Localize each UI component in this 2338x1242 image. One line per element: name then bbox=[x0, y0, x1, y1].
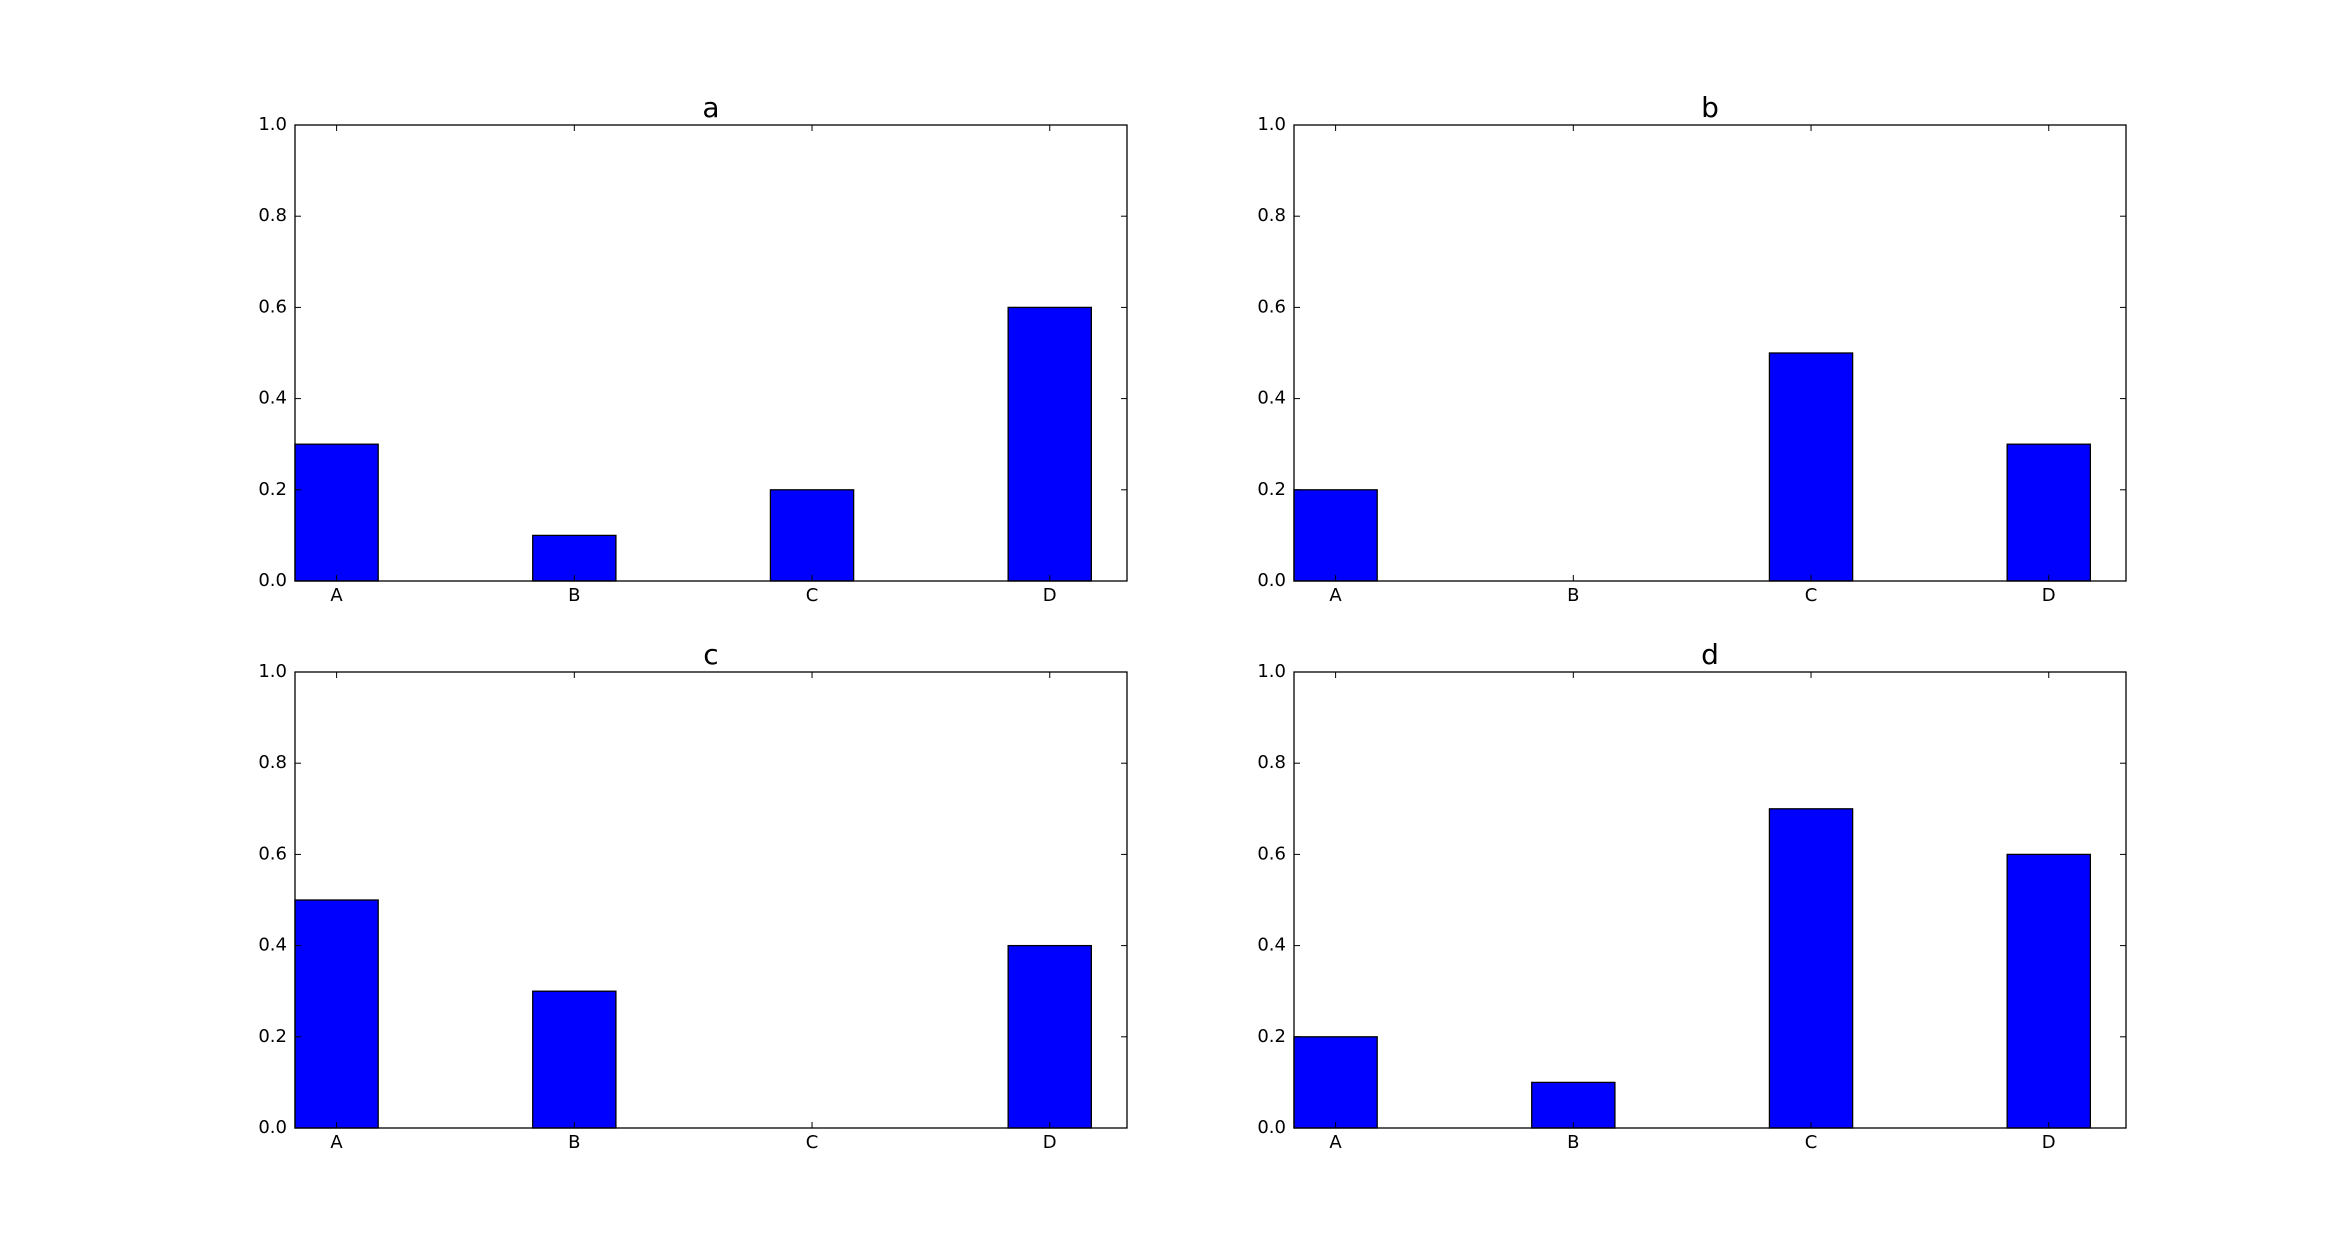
y-tick-label: 0.2 bbox=[258, 1026, 287, 1047]
bar bbox=[2006, 443, 2091, 582]
axes-frame bbox=[1293, 124, 2127, 582]
bar bbox=[1293, 1036, 1378, 1129]
x-tick-label: C bbox=[1805, 585, 1818, 606]
subplot-title: a bbox=[702, 91, 719, 124]
bar bbox=[2006, 853, 2091, 1129]
x-tick-label: C bbox=[1805, 1132, 1818, 1153]
y-tick-label: 1.0 bbox=[258, 661, 287, 682]
subplot-title: c bbox=[703, 638, 718, 671]
axes-frame bbox=[294, 671, 1128, 1129]
y-tick-label: 0.6 bbox=[258, 296, 287, 317]
x-tick-label: D bbox=[1043, 1132, 1057, 1153]
subplot: d 0.0 0.2 0.4 0.6 0.8 1.0 A B C D bbox=[1257, 638, 2127, 1153]
bar bbox=[1007, 944, 1092, 1129]
y-tick-label: 0.6 bbox=[1257, 296, 1286, 317]
y-tick-label: 0.8 bbox=[1257, 752, 1286, 773]
y-tick-label: 0.2 bbox=[1257, 1026, 1286, 1047]
x-tick-label: B bbox=[568, 1132, 580, 1153]
x-tick-label: B bbox=[1567, 585, 1579, 606]
bar bbox=[1007, 306, 1092, 582]
y-tick-label: 0.8 bbox=[258, 752, 287, 773]
x-tick-label: A bbox=[1329, 1132, 1342, 1153]
subplot: b 0.0 0.2 0.4 0.6 0.8 1.0 A B C D bbox=[1257, 91, 2127, 606]
y-tick-label: 0.8 bbox=[1257, 205, 1286, 226]
bar bbox=[532, 534, 617, 582]
x-tick-label: C bbox=[806, 1132, 819, 1153]
y-tick-label: 0.0 bbox=[258, 1117, 287, 1138]
y-tick-label: 0.6 bbox=[258, 843, 287, 864]
subplot: c 0.0 0.2 0.4 0.6 0.8 1.0 A B C D bbox=[258, 638, 1128, 1153]
bar bbox=[1531, 1081, 1616, 1129]
subplot-title: b bbox=[1701, 91, 1719, 124]
y-tick-label: 0.4 bbox=[258, 935, 287, 956]
y-tick-label: 0.4 bbox=[258, 388, 287, 409]
subplot-title: d bbox=[1701, 638, 1719, 671]
x-tick-label: A bbox=[330, 1132, 343, 1153]
y-tick-label: 0.4 bbox=[1257, 935, 1286, 956]
x-tick-label: B bbox=[1567, 1132, 1579, 1153]
axes-frame bbox=[1293, 671, 2127, 1129]
y-tick-label: 0.0 bbox=[1257, 570, 1286, 591]
axes-frame bbox=[294, 124, 1128, 582]
y-tick-label: 1.0 bbox=[1257, 114, 1286, 135]
x-tick-label: A bbox=[330, 585, 343, 606]
bar bbox=[1768, 808, 1854, 1129]
x-tick-label: C bbox=[806, 585, 819, 606]
bar bbox=[1768, 352, 1854, 582]
subplot: a 0.0 0.2 0.4 0.6 0.8 1.0 A B C D bbox=[258, 91, 1128, 606]
x-tick-label: D bbox=[2042, 585, 2056, 606]
y-tick-label: 0.0 bbox=[1257, 1117, 1286, 1138]
y-tick-label: 0.4 bbox=[1257, 388, 1286, 409]
y-tick-label: 1.0 bbox=[258, 114, 287, 135]
bar bbox=[294, 443, 379, 582]
x-tick-label: A bbox=[1329, 585, 1342, 606]
y-tick-label: 1.0 bbox=[1257, 661, 1286, 682]
bar bbox=[294, 899, 379, 1129]
y-tick-label: 0.2 bbox=[1257, 479, 1286, 500]
y-tick-label: 0.8 bbox=[258, 205, 287, 226]
x-tick-label: D bbox=[1043, 585, 1057, 606]
x-tick-label: B bbox=[568, 585, 580, 606]
bar bbox=[769, 489, 855, 582]
x-tick-label: D bbox=[2042, 1132, 2056, 1153]
bar bbox=[532, 990, 617, 1129]
bar bbox=[1293, 489, 1378, 582]
y-tick-label: 0.6 bbox=[1257, 843, 1286, 864]
y-tick-label: 0.2 bbox=[258, 479, 287, 500]
y-tick-label: 0.0 bbox=[258, 570, 287, 591]
